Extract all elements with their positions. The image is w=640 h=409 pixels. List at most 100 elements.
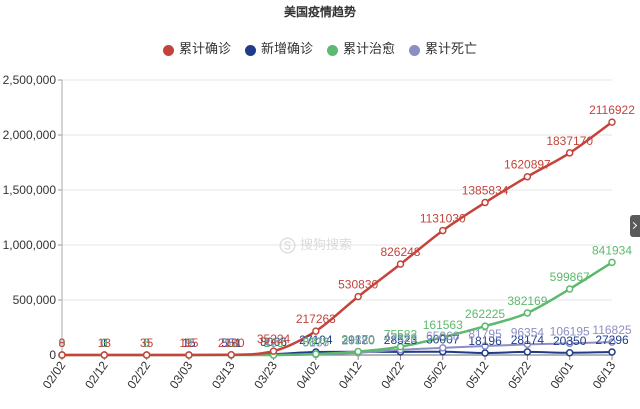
cumulative-deaths-point[interactable]: [608, 338, 616, 346]
y-tick-label: 1,500,000: [3, 183, 57, 197]
cumulative-recovered-data-label: 0: [59, 336, 66, 350]
cumulative-confirmed-data-label: 35224: [257, 332, 291, 346]
x-tick-label: 06/01: [547, 358, 576, 391]
cumulative-deaths-point[interactable]: [565, 339, 574, 348]
cumulative-deaths-data-label: 116825: [592, 323, 631, 337]
y-tick-label: 2,500,000: [3, 73, 57, 87]
x-tick-label: 03/03: [167, 358, 196, 391]
cumulative-confirmed-data-label: 115: [179, 336, 198, 350]
legend: 累计确诊 新增确诊 累计治愈 累计死亡: [0, 42, 640, 58]
cumulative-confirmed-data-label: 13: [98, 336, 112, 350]
new-confirmed-data-label: 1: [101, 336, 108, 350]
cumulative-deaths-data-label: 0: [143, 336, 150, 350]
cumulative-recovered-data-label: 262225: [465, 307, 505, 321]
legend-item-cumulative-confirmed[interactable]: 累计确诊: [162, 42, 231, 58]
watermark: 搜狗搜索: [279, 237, 352, 254]
cumulative-confirmed-point[interactable]: [565, 149, 574, 157]
cumulative-confirmed-point[interactable]: [185, 351, 193, 359]
cumulative-deaths-data-label: 51: [225, 336, 239, 350]
x-tick-label: 05/12: [463, 358, 492, 391]
legend-label: 新增确诊: [260, 42, 313, 57]
cumulative-recovered-point[interactable]: [396, 342, 405, 351]
cumulative-confirmed-point[interactable]: [142, 351, 151, 359]
new-confirmed-data-label: 18196: [468, 334, 502, 348]
cumulative-deaths-point[interactable]: [523, 340, 532, 349]
cumulative-confirmed-point[interactable]: [100, 351, 109, 359]
cumulative-confirmed-point[interactable]: [481, 198, 489, 207]
cumulative-deaths-data-label: 5137: [302, 335, 329, 349]
cumulative-confirmed-point[interactable]: [58, 351, 66, 359]
cumulative-confirmed-point[interactable]: [227, 351, 235, 359]
cumulative-recovered-data-label: 178: [264, 336, 284, 350]
cumulative-confirmed-data-label: 1620897: [504, 158, 551, 172]
cumulative-deaths-data-label: 96354: [511, 325, 545, 339]
cumulative-recovered-point[interactable]: [354, 347, 362, 356]
new-confirmed-data-label: 15: [182, 336, 196, 350]
cumulative-deaths-data-label: 81795: [468, 327, 502, 341]
cumulative-confirmed-point[interactable]: [269, 347, 278, 355]
new-confirmed-data-label: 29120: [341, 333, 375, 347]
x-tick-label: 04/02: [294, 358, 323, 391]
cumulative-confirmed-point[interactable]: [396, 260, 405, 268]
legend-dot-icon: [327, 44, 338, 56]
series-points: [58, 118, 616, 359]
x-tick-label: 05/02: [421, 358, 450, 391]
cumulative-confirmed-point[interactable]: [312, 327, 320, 335]
cumulative-confirmed-point[interactable]: [523, 172, 532, 181]
cumulative-confirmed-point[interactable]: [608, 118, 616, 126]
watermark-logo-icon: [279, 237, 296, 254]
new-confirmed-point[interactable]: [565, 349, 574, 357]
cumulative-confirmed-data-label: 1837170: [546, 134, 593, 148]
cumulative-confirmed-data-label: 8: [59, 336, 66, 350]
x-axis: 02/02 02/12 02/22 03/03 03/13 03/23 04/02 04/12…: [40, 355, 619, 391]
cumulative-confirmed-data-label: 2116922: [589, 103, 635, 117]
cumulative-recovered-data-label: 841934: [592, 243, 632, 257]
cumulative-recovered-point[interactable]: [608, 258, 616, 267]
cumulative-deaths-point[interactable]: [439, 344, 447, 352]
cumulative-recovered-point[interactable]: [565, 285, 574, 293]
cumulative-deaths-data-label: 0: [101, 336, 108, 350]
cumulative-confirmed-data-label: 530830: [338, 278, 378, 292]
cumulative-confirmed-data-label: 2180: [218, 336, 245, 350]
x-tick-label: 02/02: [40, 358, 69, 391]
grid: 0 500,000 1,000,000 1,500,000 2,000,000 2,500…: [3, 73, 612, 362]
chart-title: 美国疫情趋势: [283, 5, 356, 19]
cumulative-recovered-point[interactable]: [523, 309, 532, 317]
cumulative-confirmed-data-label: 1131030: [420, 212, 466, 226]
y-tick-label: 1,000,000: [3, 238, 57, 252]
new-confirmed-data-label: 28523: [384, 333, 418, 347]
legend-item-cumulative-deaths[interactable]: 累计死亡: [409, 42, 477, 58]
legend-item-new-confirmed[interactable]: 新增确诊: [244, 42, 313, 58]
legend-dot-icon: [162, 44, 174, 56]
cumulative-recovered-point[interactable]: [312, 350, 320, 358]
new-confirmed-point[interactable]: [523, 348, 532, 356]
new-confirmed-data-label: 8066: [260, 335, 287, 349]
new-confirmed-data-label: 0: [143, 336, 150, 350]
new-confirmed-data-label: 30007: [426, 333, 460, 347]
cumulative-recovered-point[interactable]: [439, 333, 447, 341]
cumulative-confirmed-data-label: 826248: [380, 245, 420, 259]
cumulative-recovered-data-label: 31270: [341, 333, 375, 347]
x-tick-label: 02/12: [82, 358, 111, 391]
y-tick-label: 0: [49, 348, 56, 362]
x-tick-label: 04/22: [378, 358, 407, 391]
x-tick-label: 03/23: [251, 358, 280, 391]
cumulative-deaths-data-label: 106195: [550, 324, 590, 338]
cumulative-confirmed-point[interactable]: [439, 226, 447, 235]
legend-dot-icon: [244, 44, 256, 56]
chevron-right-icon: [629, 221, 638, 230]
cumulative-deaths-data-label: 9: [186, 336, 193, 350]
legend-item-cumulative-recovered[interactable]: 累计治愈: [327, 42, 395, 58]
cumulative-recovered-data-label: 75582: [384, 328, 418, 342]
cumulative-recovered-point[interactable]: [481, 322, 489, 330]
cumulative-recovered-data-label: 3: [101, 336, 108, 350]
new-confirmed-point[interactable]: [608, 348, 616, 356]
cumulative-deaths-point[interactable]: [481, 342, 489, 350]
new-confirmed-data-label: 28174: [511, 333, 545, 347]
new-confirmed-point[interactable]: [481, 349, 489, 357]
cumulative-confirmed-point[interactable]: [354, 292, 362, 301]
legend-label: 累计治愈: [343, 42, 396, 57]
x-tick-label: 02/22: [124, 358, 153, 391]
expand-panel-button[interactable]: [629, 215, 640, 237]
